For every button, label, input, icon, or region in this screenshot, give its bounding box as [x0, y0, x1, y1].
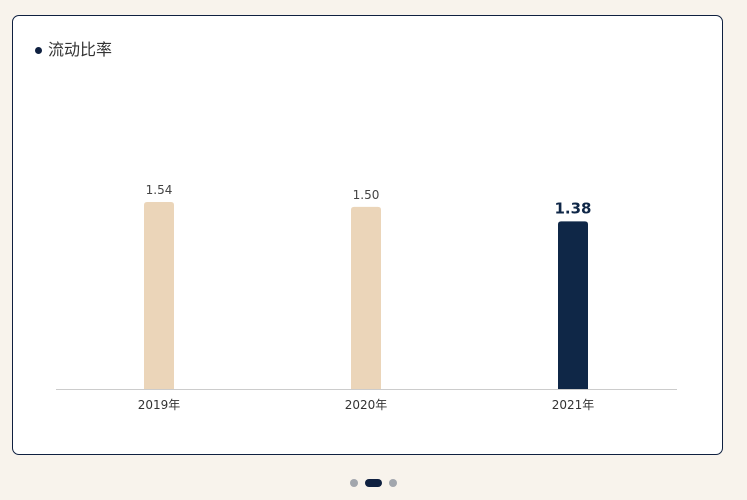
chart-card: 流动比率 1.54 1.50 1.38 2019年 2020年 2021年 — [12, 15, 723, 455]
pager-dot-2[interactable] — [389, 479, 397, 487]
x-tick-label-0: 2019年 — [138, 398, 181, 412]
pager-dot-0[interactable] — [350, 479, 358, 487]
data-label-0: 1.54 — [146, 183, 173, 197]
bar-chart: 1.54 1.50 1.38 2019年 2020年 2021年 — [56, 183, 677, 412]
title-bullet-icon — [35, 46, 42, 54]
data-label-2: 1.38 — [554, 199, 591, 217]
bar-0 — [144, 202, 174, 389]
x-tick-label-2: 2021年 — [552, 398, 595, 412]
bar-2 — [558, 221, 588, 389]
x-tick-label-1: 2020年 — [345, 398, 388, 412]
chart-title: 流动比率 — [35, 40, 112, 60]
pager-dot-1[interactable] — [365, 479, 382, 487]
chart-title-text: 流动比率 — [48, 40, 113, 59]
data-label-1: 1.50 — [353, 188, 380, 202]
bar-1 — [351, 206, 381, 389]
carousel-pager — [0, 477, 747, 489]
